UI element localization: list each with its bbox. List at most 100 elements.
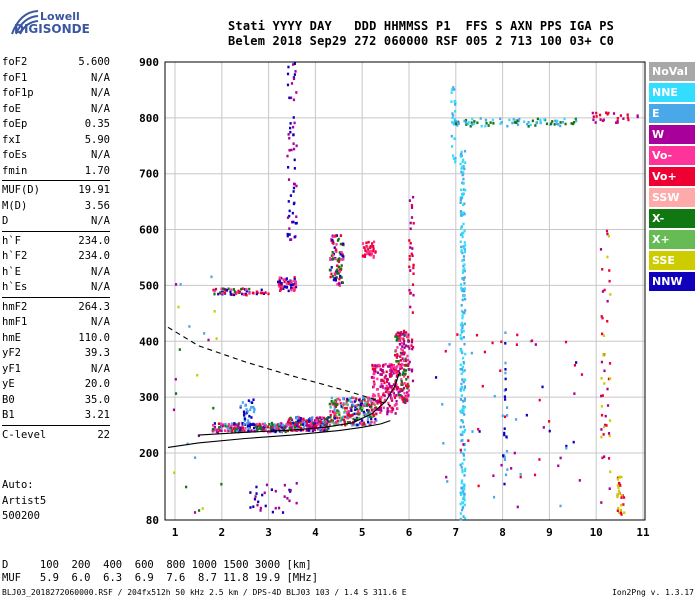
data-point	[289, 489, 292, 492]
data-point	[293, 167, 296, 170]
data-point	[371, 415, 374, 419]
data-point	[459, 389, 462, 392]
data-point	[330, 396, 333, 400]
data-point	[394, 403, 398, 406]
data-point	[459, 502, 462, 506]
data-point	[390, 369, 393, 373]
data-point	[460, 214, 463, 217]
data-point	[401, 333, 404, 336]
data-point	[460, 486, 463, 490]
data-point	[462, 495, 466, 499]
data-point	[353, 419, 357, 422]
data-point	[372, 398, 376, 402]
data-point	[462, 171, 465, 174]
data-point	[336, 420, 339, 423]
data-point	[323, 429, 326, 433]
data-point	[334, 257, 337, 261]
data-point	[400, 378, 403, 381]
data-point	[460, 409, 464, 412]
data-point	[332, 410, 335, 413]
data-point	[374, 417, 377, 421]
data-point	[409, 246, 412, 249]
data-point	[572, 440, 575, 444]
data-point	[504, 388, 507, 391]
data-point	[277, 424, 280, 428]
data-point	[250, 423, 253, 426]
data-point	[393, 396, 397, 400]
data-point	[252, 398, 255, 402]
data-point	[346, 397, 349, 401]
param-row: foEp 0.35	[2, 117, 110, 133]
data-point	[386, 407, 389, 410]
param-row: yF1 N/A	[2, 362, 110, 378]
data-point	[510, 467, 513, 470]
data-point	[492, 474, 495, 478]
data-point	[407, 340, 410, 343]
data-point	[395, 333, 398, 336]
data-point	[503, 415, 507, 419]
data-point	[234, 423, 237, 427]
data-point	[401, 397, 404, 401]
data-point	[292, 220, 295, 224]
data-point	[602, 353, 605, 357]
data-point	[252, 405, 255, 409]
data-point	[461, 271, 464, 274]
data-point	[606, 255, 609, 259]
data-point	[242, 423, 246, 426]
data-point	[578, 479, 581, 482]
data-point	[287, 178, 291, 181]
data-point	[283, 483, 286, 487]
data-point	[174, 377, 177, 381]
data-point	[177, 305, 180, 309]
param-separator	[2, 230, 110, 232]
data-point	[519, 475, 522, 479]
param-value: 20.0	[84, 378, 110, 390]
data-point	[250, 416, 253, 419]
data-point	[461, 501, 464, 504]
x-tick-label: 5	[359, 526, 366, 539]
y-tick-label: 700	[139, 168, 159, 181]
data-point	[216, 431, 220, 434]
data-point	[541, 385, 544, 389]
data-point	[404, 333, 407, 336]
data-point	[382, 393, 385, 397]
data-point	[366, 420, 370, 424]
data-point	[459, 425, 462, 429]
data-point	[222, 423, 225, 426]
data-point	[227, 287, 230, 291]
data-point	[462, 246, 466, 250]
data-point	[366, 408, 369, 412]
data-point	[243, 417, 247, 421]
data-point	[412, 293, 415, 297]
data-point	[237, 424, 240, 428]
data-point	[280, 430, 283, 433]
data-point	[346, 413, 350, 417]
data-point	[369, 411, 372, 415]
data-point	[463, 458, 466, 461]
data-point	[245, 288, 248, 291]
data-point	[412, 195, 415, 199]
data-point	[233, 426, 236, 430]
data-point	[386, 387, 389, 390]
data-point	[402, 400, 406, 404]
data-point	[462, 454, 465, 457]
data-point	[400, 341, 403, 345]
data-point	[273, 426, 276, 429]
data-point	[293, 288, 296, 291]
data-point	[336, 259, 339, 262]
data-point	[339, 252, 342, 256]
data-point	[405, 377, 408, 381]
data-point	[248, 421, 251, 425]
data-point	[405, 344, 408, 348]
data-point	[463, 269, 466, 273]
data-point	[499, 117, 502, 121]
data-point	[354, 399, 358, 402]
data-point	[518, 117, 521, 121]
data-point	[281, 511, 285, 514]
data-point	[622, 496, 626, 499]
data-point	[363, 247, 367, 251]
plot-frame	[164, 61, 646, 521]
data-point	[462, 388, 465, 392]
logo-text-digisonde: DIGISONDE	[14, 22, 90, 36]
data-point	[397, 393, 401, 397]
